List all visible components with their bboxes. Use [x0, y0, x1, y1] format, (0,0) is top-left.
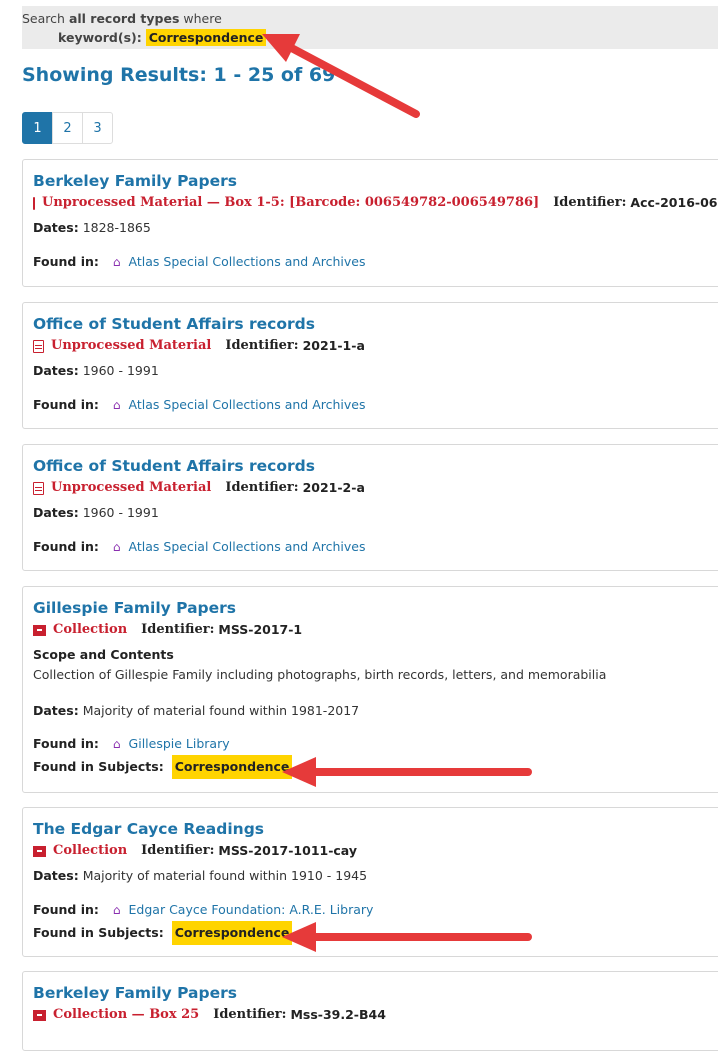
scope-text: Collection of Gillespie Family including… [33, 667, 607, 682]
page-3-button[interactable]: 3 [82, 112, 113, 144]
found-in-label: Found in: [33, 902, 99, 917]
identifier-value: Mss-39.2-B44 [290, 1007, 386, 1022]
archive-box-icon [33, 624, 46, 636]
search-record-types: all record types [68, 11, 180, 26]
archive-box-icon [33, 1009, 46, 1021]
repository-link[interactable]: Gillespie Library [128, 736, 230, 751]
identifier-value: 2021-2-a [302, 480, 365, 495]
found-in-label: Found in: [33, 539, 99, 554]
home-icon: ⌂ [112, 398, 121, 412]
repository-link[interactable]: Atlas Special Collections and Archives [128, 397, 366, 412]
record-type: Unprocessed Material — Box 1-5: [Barcode… [42, 195, 540, 210]
dates-label: Dates: [33, 505, 79, 520]
result-card: Berkeley Family Papers Collection — Box … [22, 971, 718, 1051]
repository-link[interactable]: Edgar Cayce Foundation: A.R.E. Library [128, 902, 374, 917]
result-card: Gillespie Family Papers Collection Ident… [22, 586, 718, 793]
result-title-link[interactable]: The Edgar Cayce Readings [33, 820, 265, 838]
results-title: Showing Results: 1 - 25 of 69 [22, 64, 336, 86]
result-title-link[interactable]: Berkeley Family Papers [33, 984, 237, 1002]
identifier-value: Acc-2016-06-13 [630, 195, 718, 210]
search-field-label: keyword(s): [58, 30, 142, 45]
dates-label: Dates: [33, 703, 79, 718]
page-1-button[interactable]: 1 [22, 112, 53, 144]
result-card: Berkeley Family Papers Unprocessed Mater… [22, 159, 718, 287]
dates-label: Dates: [33, 220, 79, 235]
page-2-button[interactable]: 2 [52, 112, 83, 144]
search-where: where [183, 11, 222, 26]
found-in-label: Found in: [33, 397, 99, 412]
identifier-label: Identifier: [225, 480, 299, 495]
result-title-link[interactable]: Office of Student Affairs records [33, 457, 315, 475]
identifier-label: Identifier: [141, 843, 215, 858]
identifier-label: Identifier: [553, 195, 627, 210]
identifier-label: Identifier: [225, 338, 299, 353]
record-type: Unprocessed Material [51, 338, 212, 353]
result-card: The Edgar Cayce Readings Collection Iden… [22, 807, 718, 957]
record-type: Unprocessed Material [51, 480, 212, 495]
dates-value: 1828-1865 [82, 220, 151, 235]
home-icon: ⌂ [112, 540, 121, 554]
repository-link[interactable]: Atlas Special Collections and Archives [128, 254, 366, 269]
identifier-value: MSS-2017-1011-cay [218, 843, 358, 858]
record-type: Collection [53, 843, 128, 858]
found-in-label: Found in: [33, 736, 99, 751]
dates-value: 1960 - 1991 [82, 505, 159, 520]
subject-badge[interactable]: Correspondence [171, 755, 293, 779]
subject-badge[interactable]: Correspondence [171, 921, 293, 945]
dates-value: Majority of material found within 1981-2… [82, 703, 360, 718]
document-icon [33, 339, 44, 353]
result-title-link[interactable]: Gillespie Family Papers [33, 599, 237, 617]
record-type: Collection [53, 622, 128, 637]
home-icon: ⌂ [112, 255, 121, 269]
dates-label: Dates: [33, 363, 79, 378]
result-title-link[interactable]: Office of Student Affairs records [33, 315, 315, 333]
home-icon: ⌂ [112, 737, 121, 751]
repository-link[interactable]: Atlas Special Collections and Archives [128, 539, 366, 554]
dates-label: Dates: [33, 868, 79, 883]
document-icon [33, 481, 44, 495]
result-card: Office of Student Affairs records Unproc… [22, 302, 718, 429]
found-in-label: Found in: [33, 254, 99, 269]
found-in-subjects-label: Found in Subjects: [33, 759, 164, 774]
record-type: Collection — Box 25 [53, 1007, 200, 1022]
search-summary: Search all record types where keyword(s)… [22, 6, 718, 49]
identifier-label: Identifier: [141, 622, 215, 637]
document-icon [33, 196, 35, 210]
found-in-subjects-label: Found in Subjects: [33, 925, 164, 940]
identifier-value: MSS-2017-1 [218, 622, 303, 637]
dates-value: 1960 - 1991 [82, 363, 159, 378]
dates-value: Majority of material found within 1910 -… [82, 868, 368, 883]
identifier-value: 2021-1-a [302, 338, 365, 353]
result-card: Office of Student Affairs records Unproc… [22, 444, 718, 571]
archive-box-icon [33, 845, 46, 857]
search-prefix: Search [22, 11, 65, 26]
scope-heading: Scope and Contents [33, 647, 174, 662]
result-title-link[interactable]: Berkeley Family Papers [33, 172, 237, 190]
identifier-label: Identifier: [213, 1007, 287, 1022]
pagination: 1 2 3 [22, 112, 113, 144]
search-keyword: Correspondence [145, 29, 267, 46]
home-icon: ⌂ [112, 903, 121, 917]
